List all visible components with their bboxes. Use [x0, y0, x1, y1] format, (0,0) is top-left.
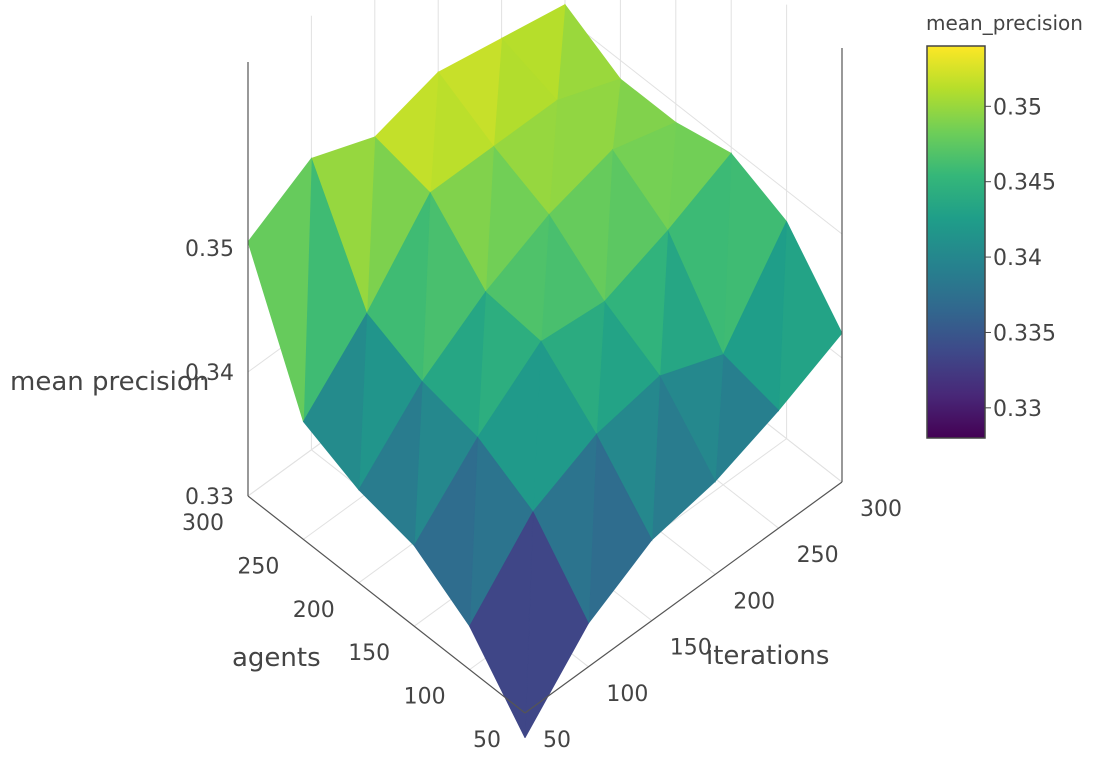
y-tick-label: 200	[293, 598, 335, 623]
y-tick-label: 150	[348, 641, 390, 666]
x-tick-label: 200	[733, 589, 775, 614]
y-tick-label: 300	[182, 511, 224, 536]
z-tick-label: 0.35	[185, 237, 234, 262]
y-tick-label: 250	[237, 554, 279, 579]
colorbar-title: mean_precision	[926, 11, 1083, 35]
wall-grid-line	[564, 16, 843, 235]
z-axis-title: mean precision	[10, 367, 209, 397]
x-tick-label: 150	[670, 636, 712, 661]
surface-facet[interactable]	[778, 221, 843, 412]
colorbar-tick-label: 0.345	[993, 171, 1056, 196]
surface-facet[interactable]	[302, 313, 368, 491]
colorbar-tick-label: 0.335	[993, 321, 1056, 346]
iterations-axis-line	[524, 481, 843, 714]
surface-facet[interactable]	[247, 157, 312, 422]
agents-axis-line	[247, 495, 526, 714]
colorbar-tick-label: 0.33	[993, 397, 1042, 422]
surface-facet[interactable]	[413, 437, 478, 628]
colorbar: mean_precision 0.33 0.335 0.34 0.345 0.35	[926, 11, 1083, 439]
x-axis-title: iterations	[706, 641, 829, 671]
tick-labels: 50100150200250300501001502002503000.330.…	[182, 237, 902, 753]
axis-lines	[247, 48, 843, 714]
surface-facet[interactable]	[469, 511, 534, 738]
surface-facet[interactable]	[358, 381, 423, 547]
x-tick-label: 100	[606, 682, 648, 707]
y-tick-label: 100	[404, 685, 446, 710]
z-tick-label: 0.34	[185, 361, 234, 386]
colorbar-tick-label: 0.34	[993, 246, 1042, 271]
x-tick-label: 50	[543, 728, 571, 753]
x-tick-label: 300	[860, 497, 902, 522]
colorbar-tick-label: 0.35	[993, 95, 1042, 120]
y-axis-title: agents	[232, 643, 321, 673]
surface-mesh[interactable]	[247, 3, 843, 738]
colorbar-ticks: 0.33 0.335 0.34 0.345 0.35	[985, 95, 1056, 422]
colorbar-gradient	[926, 45, 986, 439]
y-tick-label: 50	[473, 728, 501, 753]
x-tick-label: 250	[797, 543, 839, 568]
z-tick-label: 0.33	[185, 485, 234, 510]
